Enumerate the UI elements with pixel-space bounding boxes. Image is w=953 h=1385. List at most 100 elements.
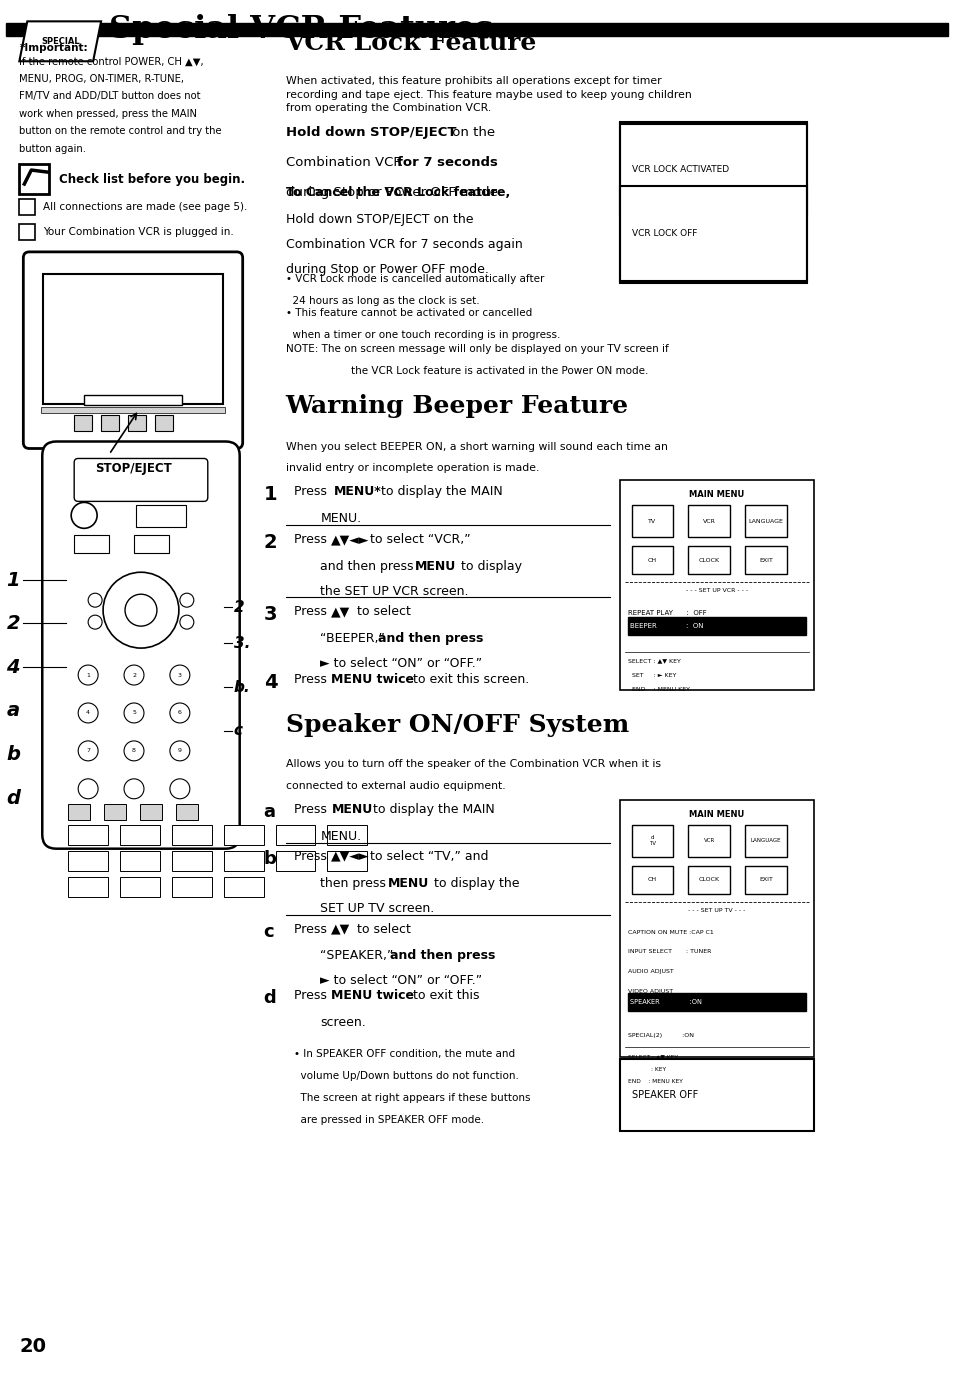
Bar [19,224,35,240]
Text: Press: Press [294,533,330,546]
Text: • VCR Lock mode is cancelled automatically after: • VCR Lock mode is cancelled automatical… [285,274,543,284]
Text: 4: 4 [7,658,20,676]
Text: ► to select “ON” or “OFF.”: ► to select “ON” or “OFF.” [320,975,482,988]
Text: EXIT: EXIT [759,877,772,882]
Text: c: c [263,922,274,940]
Text: 4: 4 [263,673,277,692]
Text: SPECIAL: SPECIAL [41,37,79,46]
Text: STOP/EJECT: STOP/EJECT [94,463,172,475]
Text: Press: Press [294,922,330,935]
Text: MENU: MENU [331,803,373,816]
Text: b: b [7,745,20,765]
Text: 3: 3 [263,605,276,625]
Text: 8: 8 [132,748,135,753]
Text: END    : MENU KEY: END : MENU KEY [627,687,689,692]
Circle shape [78,704,98,723]
Bar [618,1060,813,1132]
Bar [128,414,146,431]
Bar [101,414,119,431]
Text: Check list before you begin.: Check list before you begin. [59,173,245,186]
Text: c: c [233,723,242,738]
Text: ► to select “ON” or “OFF.”: ► to select “ON” or “OFF.” [320,656,482,670]
Text: LANGUAGE: LANGUAGE [748,519,782,524]
Text: CLOCK: CLOCK [698,877,720,882]
Bar [744,866,786,893]
Bar [744,824,786,857]
Bar [68,850,108,871]
Bar [175,803,197,820]
Text: Hold down STOP/EJECT on the: Hold down STOP/EJECT on the [285,213,473,226]
Text: screen.: screen. [320,1017,366,1029]
Text: VCR LOCK ACTIVATED: VCR LOCK ACTIVATED [631,165,728,173]
Text: 5: 5 [132,711,135,716]
Bar [133,536,169,553]
Text: “BEEPER,”: “BEEPER,” [320,632,389,645]
Text: To Cancel the VCR Lock feature,: To Cancel the VCR Lock feature, [285,186,509,199]
Text: VIDEO ADJUST: VIDEO ADJUST [627,989,672,994]
Text: - - - SET UP TV - - -: - - - SET UP TV - - - [687,907,744,913]
Circle shape [124,704,144,723]
Text: 7: 7 [86,748,90,753]
Text: ▲▼: ▲▼ [331,922,351,935]
Text: 4: 4 [86,711,90,716]
Text: 1: 1 [7,571,20,590]
Text: to select “VCR,”: to select “VCR,” [366,533,471,546]
Text: to select: to select [353,605,411,618]
Bar [68,877,108,896]
Circle shape [125,594,157,626]
Text: MENU.: MENU. [320,830,361,842]
Text: Press: Press [294,485,330,499]
Text: Press: Press [294,803,330,816]
Text: The screen at right appears if these buttons: The screen at right appears if these but… [294,1093,530,1104]
Text: 1: 1 [86,673,90,677]
Text: Combination VCR: Combination VCR [285,157,406,169]
Text: : KEY: : KEY [651,1068,666,1072]
Bar [7,24,946,36]
Text: If the remote control POWER, CH ▲▼,: If the remote control POWER, CH ▲▼, [19,57,204,66]
Text: LANGUAGE: LANGUAGE [750,838,781,843]
Text: END    : MENU KEY: END : MENU KEY [627,1079,681,1084]
Text: are pressed in SPEAKER OFF mode.: are pressed in SPEAKER OFF mode. [294,1115,483,1125]
Bar [631,824,673,857]
Bar [627,993,805,1011]
Text: Press: Press [294,673,330,686]
Text: work when pressed, press the MAIN: work when pressed, press the MAIN [19,108,197,119]
Bar [172,877,212,896]
Text: ▲▼◄►: ▲▼◄► [331,533,370,546]
Bar [120,850,160,871]
Bar [688,506,729,537]
Bar [140,803,162,820]
Text: • This feature cannot be activated or cancelled: • This feature cannot be activated or ca… [285,307,531,317]
Text: to select “TV,” and: to select “TV,” and [366,849,488,863]
Text: “SPEAKER,”: “SPEAKER,” [320,950,397,963]
Circle shape [88,593,102,607]
Bar [224,824,263,845]
Bar [224,877,263,896]
Bar [68,824,108,845]
Text: button on the remote control and try the: button on the remote control and try the [19,126,222,136]
Circle shape [78,741,98,760]
Text: when a timer or one touch recording is in progress.: when a timer or one touch recording is i… [285,330,559,339]
Text: Warning Beeper Feature: Warning Beeper Feature [285,393,628,418]
Text: 9: 9 [177,748,182,753]
Text: REPEAT PLAY      :  OFF: REPEAT PLAY : OFF [627,611,705,616]
Bar [104,803,126,820]
Text: FM/TV and ADD/DLT button does not: FM/TV and ADD/DLT button does not [19,91,201,101]
Text: then press: then press [320,877,390,889]
Bar [19,163,50,194]
Text: to display the MAIN: to display the MAIN [369,803,495,816]
Circle shape [170,741,190,760]
Circle shape [78,778,98,799]
Text: 6: 6 [178,711,182,716]
FancyBboxPatch shape [23,252,242,449]
Bar [136,506,186,528]
Text: SPECIAL(2)          :ON: SPECIAL(2) :ON [627,1033,693,1039]
Text: SPEAKER              :ON: SPEAKER :ON [629,1000,700,1006]
Text: SET     : ► KEY: SET : ► KEY [627,673,676,679]
Bar [327,824,367,845]
Text: MAIN MENU: MAIN MENU [688,490,743,500]
Bar [172,824,212,845]
Text: • In SPEAKER OFF condition, the mute and: • In SPEAKER OFF condition, the mute and [294,1050,514,1060]
FancyBboxPatch shape [74,458,208,501]
Text: 2: 2 [132,673,136,677]
